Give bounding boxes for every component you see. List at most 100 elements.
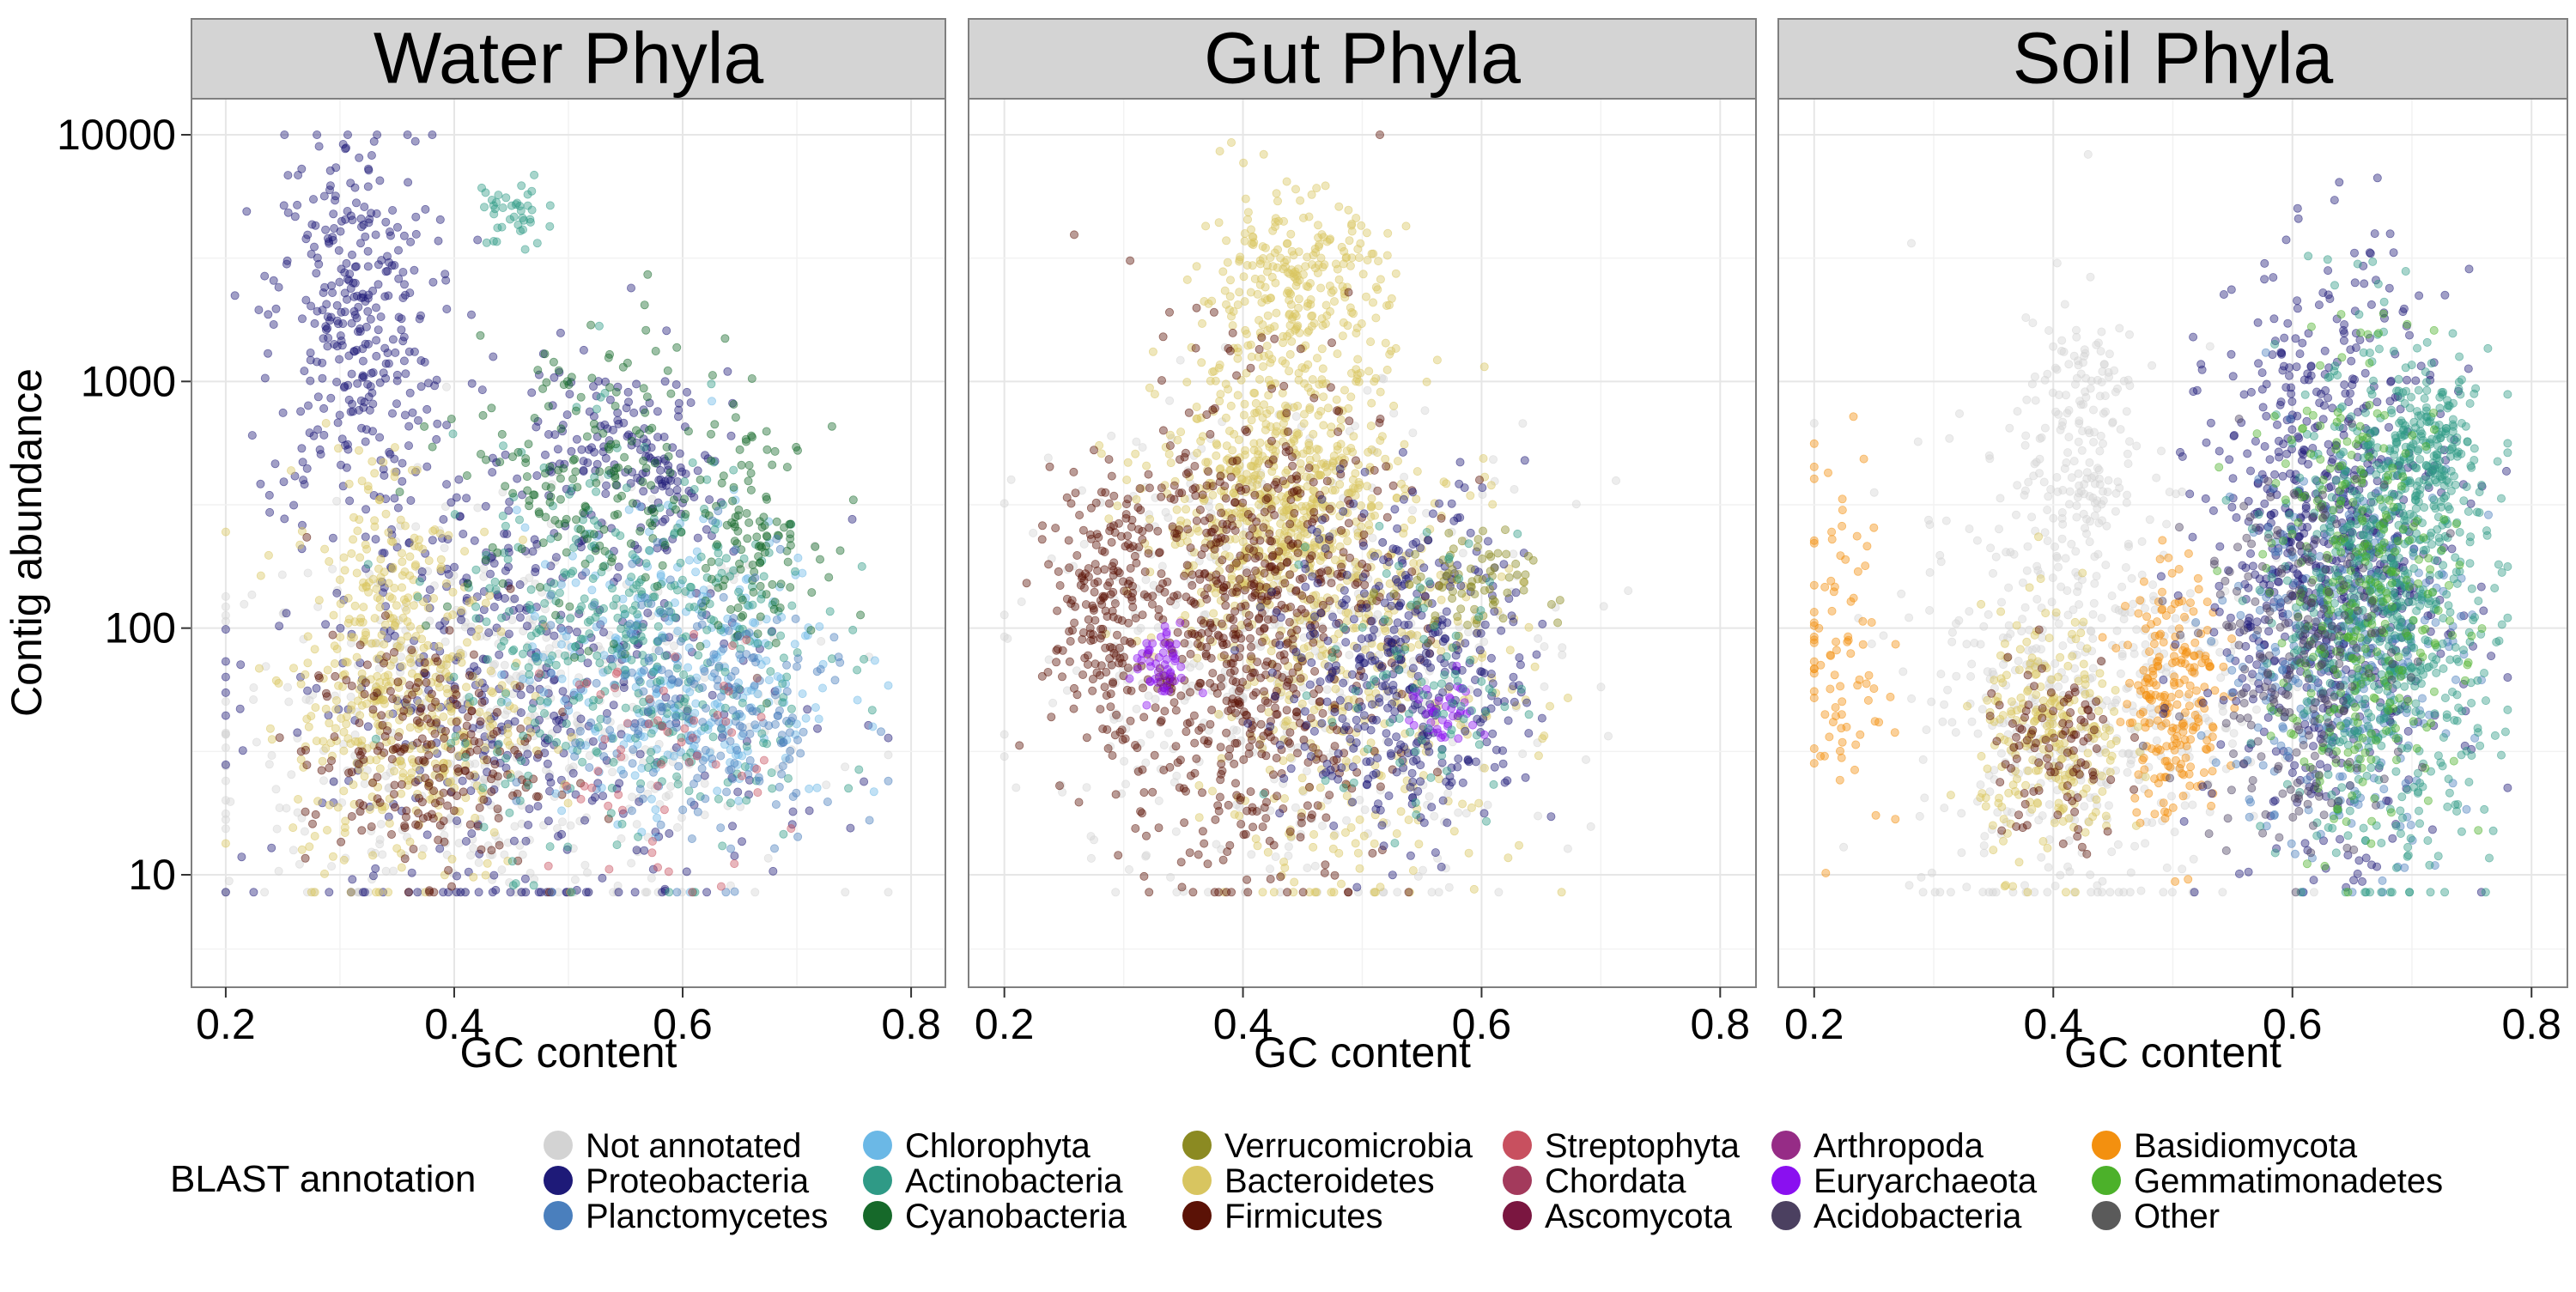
scatter-point	[343, 658, 351, 666]
scatter-point	[376, 578, 384, 585]
scatter-point	[787, 542, 794, 549]
scatter-point	[351, 263, 359, 270]
scatter-point	[519, 536, 526, 543]
scatter-point	[1177, 517, 1185, 525]
scatter-point	[294, 729, 301, 737]
scatter-point	[468, 829, 476, 837]
scatter-point	[495, 191, 502, 199]
scatter-point	[612, 670, 620, 677]
scatter-point	[546, 843, 554, 851]
scatter-point	[222, 673, 229, 681]
scatter-point	[731, 537, 738, 545]
scatter-point	[747, 486, 755, 494]
scatter-point	[849, 626, 857, 634]
y-tick-label: 10	[128, 851, 176, 899]
scatter-point	[1419, 866, 1426, 874]
scatter-point	[372, 640, 380, 647]
scatter-point	[346, 270, 354, 278]
scatter-point	[571, 455, 579, 463]
scatter-point	[1183, 379, 1191, 386]
scatter-point	[502, 194, 510, 202]
scatter-point	[685, 556, 693, 564]
scatter-point	[555, 746, 562, 754]
scatter-point	[526, 805, 533, 813]
scatter-point	[1291, 185, 1299, 193]
scatter-point	[470, 844, 477, 852]
scatter-point	[385, 360, 392, 367]
scatter-point	[1242, 330, 1250, 337]
scatter-point	[1236, 288, 1243, 296]
scatter-point	[501, 711, 509, 719]
scatter-point	[728, 519, 736, 526]
scatter-point	[423, 463, 431, 470]
scatter-point	[349, 634, 357, 641]
scatter-point	[302, 235, 310, 243]
scatter-point	[725, 627, 732, 634]
scatter-point	[351, 184, 359, 191]
scatter-point	[743, 636, 750, 644]
scatter-point	[252, 738, 260, 746]
scatter-point	[436, 675, 444, 682]
scatter-point	[501, 451, 509, 458]
scatter-point	[498, 866, 506, 874]
scatter-point	[714, 795, 722, 803]
scatter-point	[430, 594, 438, 602]
scatter-point	[331, 672, 339, 680]
scatter-point	[513, 797, 520, 804]
scatter-point	[699, 719, 707, 726]
scatter-point	[361, 533, 369, 541]
scatter-point	[611, 684, 618, 692]
scatter-point	[481, 528, 489, 536]
scatter-point	[663, 443, 671, 451]
scatter-point	[487, 688, 495, 695]
scatter-point	[333, 378, 341, 385]
scatter-point	[222, 825, 229, 833]
scatter-point	[570, 543, 578, 551]
scatter-point	[1374, 610, 1382, 618]
scatter-point	[526, 497, 533, 505]
scatter-point	[569, 769, 577, 777]
scatter-point	[580, 816, 588, 824]
scatter-point	[1288, 266, 1296, 274]
scatter-point	[402, 370, 410, 378]
scatter-point	[389, 695, 397, 702]
scatter-point	[744, 688, 751, 695]
scatter-point	[665, 868, 672, 876]
scatter-point	[546, 222, 554, 230]
scatter-point	[415, 822, 422, 829]
scatter-point	[644, 609, 652, 616]
scatter-point	[1402, 222, 1410, 230]
scatter-point	[563, 411, 571, 419]
scatter-point	[376, 434, 384, 441]
scatter-point	[372, 536, 380, 543]
scatter-point	[1277, 519, 1285, 527]
scatter-point	[768, 628, 775, 636]
scatter-point	[1625, 587, 1632, 595]
scatter-point	[1292, 413, 1300, 421]
scatter-point	[807, 627, 815, 634]
scatter-point	[544, 862, 552, 870]
scatter-point	[398, 584, 405, 591]
scatter-point	[734, 788, 742, 796]
scatter-point	[1300, 420, 1308, 428]
scatter-point	[322, 621, 330, 628]
scatter-point	[1279, 339, 1287, 347]
scatter-point	[320, 870, 328, 877]
scatter-point	[1049, 699, 1057, 707]
scatter-point	[380, 749, 388, 756]
scatter-point	[424, 641, 432, 649]
scatter-point	[592, 488, 600, 495]
scatter-point	[847, 824, 854, 832]
scatter-point	[721, 704, 729, 712]
scatter-point	[390, 791, 398, 798]
scatter-point	[1572, 500, 1580, 508]
scatter-point	[1217, 464, 1224, 472]
scatter-point	[1392, 270, 1400, 277]
scatter-point	[283, 804, 290, 812]
scatter-point	[1540, 643, 1548, 651]
scatter-point	[270, 320, 277, 328]
scatter-point	[672, 713, 680, 721]
scatter-point	[553, 725, 561, 733]
scatter-point	[521, 524, 529, 531]
scatter-point	[877, 728, 884, 736]
